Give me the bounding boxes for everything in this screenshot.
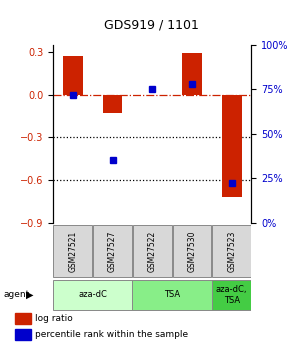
Text: aza-dC,
TSA: aza-dC, TSA <box>216 285 247 305</box>
Bar <box>182 53 202 95</box>
Bar <box>63 56 83 95</box>
Bar <box>15 329 31 340</box>
Bar <box>53 225 92 277</box>
Bar <box>93 225 132 277</box>
Bar <box>132 280 212 310</box>
Bar <box>212 225 251 277</box>
Text: GSM27522: GSM27522 <box>148 230 157 272</box>
Text: TSA: TSA <box>164 290 180 299</box>
Bar <box>172 225 211 277</box>
Text: GSM27530: GSM27530 <box>188 230 196 272</box>
Text: ▶: ▶ <box>26 290 33 300</box>
Bar <box>103 95 122 113</box>
Text: agent: agent <box>3 290 29 299</box>
Bar <box>212 280 251 310</box>
Bar <box>222 95 241 197</box>
Bar <box>133 225 172 277</box>
Bar <box>15 313 31 324</box>
Text: GSM27523: GSM27523 <box>227 230 236 272</box>
Text: GDS919 / 1101: GDS919 / 1101 <box>104 19 199 32</box>
Text: GSM27521: GSM27521 <box>68 230 77 272</box>
Bar <box>53 280 132 310</box>
Text: percentile rank within the sample: percentile rank within the sample <box>35 330 188 339</box>
Text: log ratio: log ratio <box>35 314 73 323</box>
Text: GSM27527: GSM27527 <box>108 230 117 272</box>
Text: aza-dC: aza-dC <box>78 290 107 299</box>
